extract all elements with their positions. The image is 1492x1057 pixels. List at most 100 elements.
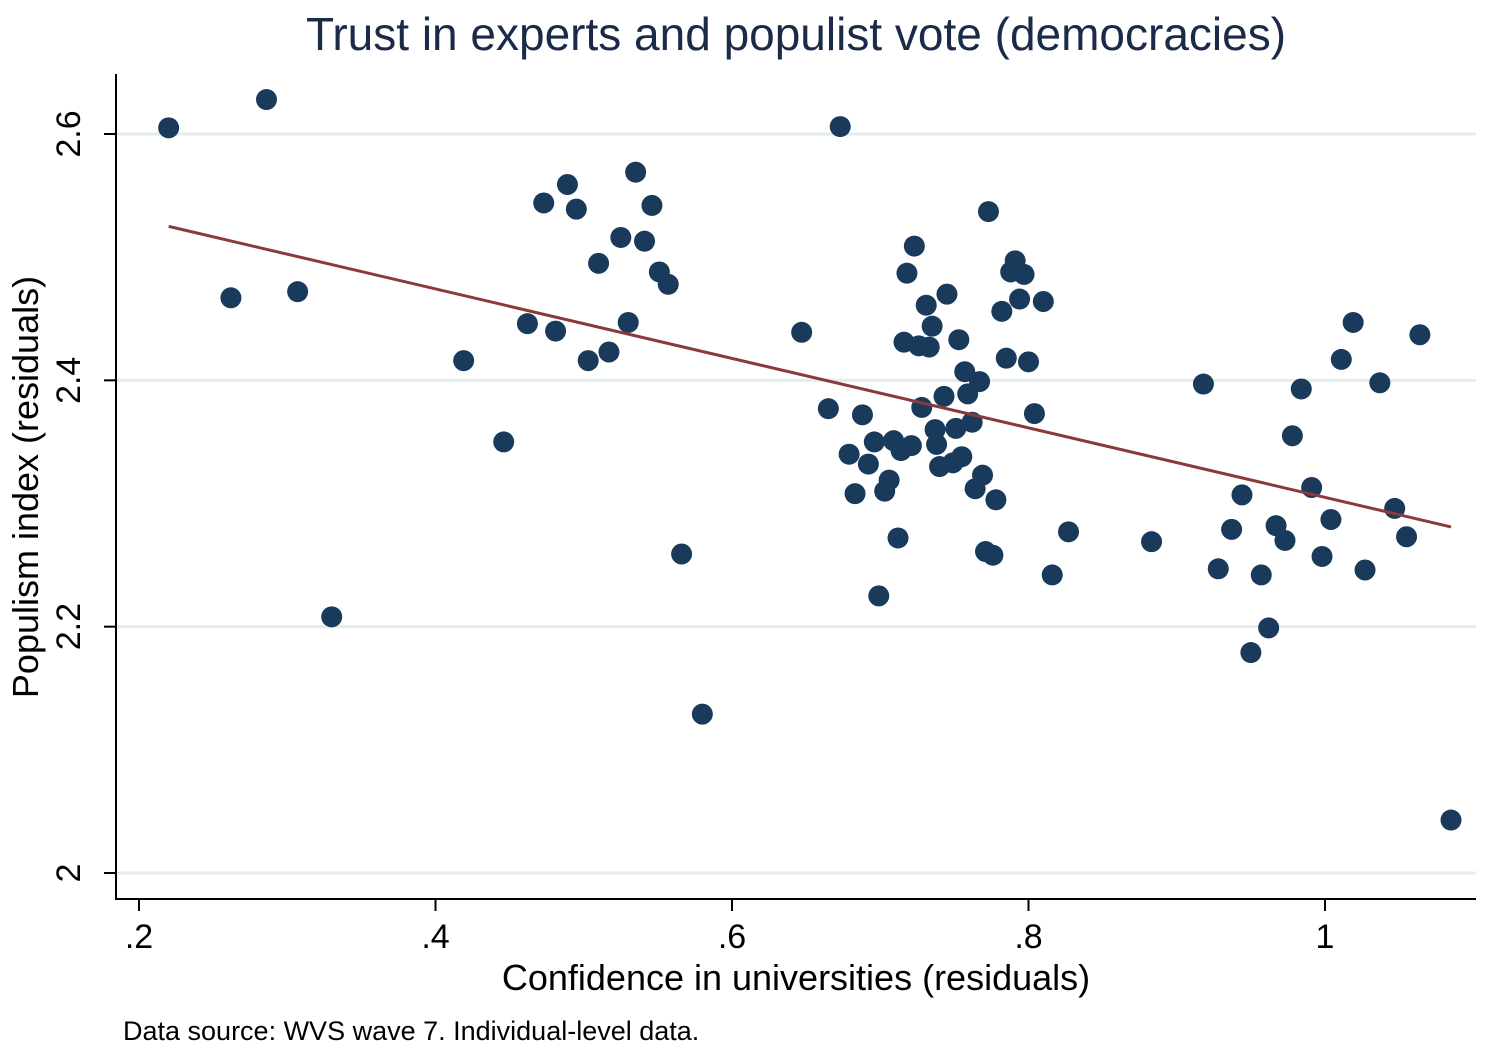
data-point-79 <box>1207 558 1229 580</box>
data-point-84 <box>1258 617 1280 639</box>
chart-title: Trust in experts and populist vote (demo… <box>306 8 1286 60</box>
data-point-77 <box>1141 531 1163 553</box>
data-point-65 <box>985 489 1007 511</box>
data-point-17 <box>625 161 647 183</box>
data-point-93 <box>1342 311 1364 333</box>
data-point-90 <box>1311 545 1333 567</box>
data-point-56 <box>954 361 976 383</box>
data-point-14 <box>598 341 620 363</box>
data-point-50 <box>933 385 955 407</box>
x-tick-label-2: .6 <box>718 918 746 956</box>
data-point-78 <box>1192 373 1214 395</box>
data-point-31 <box>863 431 885 453</box>
data-point-40 <box>900 435 922 457</box>
data-point-25 <box>817 398 839 420</box>
data-point-45 <box>918 336 940 358</box>
axes <box>115 74 1476 900</box>
y-axis-title: Populism index (residuals) <box>5 276 46 698</box>
data-point-95 <box>1369 372 1391 394</box>
data-point-99 <box>1440 809 1462 831</box>
data-point-60 <box>969 371 991 393</box>
data-point-36 <box>887 527 909 549</box>
data-point-1 <box>220 287 242 309</box>
data-point-44 <box>915 294 937 316</box>
data-point-29 <box>851 404 873 426</box>
data-point-19 <box>641 194 663 216</box>
data-point-81 <box>1231 484 1253 506</box>
data-point-97 <box>1396 526 1418 548</box>
data-point-72 <box>1018 351 1039 373</box>
data-point-22 <box>671 543 693 565</box>
data-point-3 <box>287 281 309 303</box>
x-tick-label-0: .2 <box>125 918 153 956</box>
data-point-2 <box>255 89 277 111</box>
data-point-48 <box>926 433 948 455</box>
data-point-75 <box>1041 564 1063 586</box>
data-point-11 <box>565 198 587 220</box>
data-point-67 <box>995 347 1017 369</box>
y-tick-label-0: 2 <box>50 864 88 883</box>
data-point-63 <box>977 201 999 223</box>
data-point-80 <box>1221 518 1243 540</box>
x-tick-label-4: 1 <box>1316 918 1335 956</box>
data-point-54 <box>948 329 970 351</box>
data-point-55 <box>951 446 973 468</box>
data-point-18 <box>634 230 656 252</box>
data-point-87 <box>1281 425 1303 447</box>
data-point-15 <box>610 226 632 248</box>
data-point-23 <box>691 703 713 725</box>
data-point-70 <box>1009 288 1031 310</box>
data-point-64 <box>982 544 1004 566</box>
data-point-71 <box>1013 263 1035 285</box>
data-point-76 <box>1058 521 1080 543</box>
data-point-91 <box>1320 509 1342 531</box>
data-point-12 <box>577 350 599 372</box>
y-axis-ticks: 2 2.2 2.4 2.6 <box>50 110 116 882</box>
data-point-16 <box>617 311 639 333</box>
data-point-73 <box>1023 403 1045 425</box>
data-point-86 <box>1274 529 1296 551</box>
data-point-10 <box>556 173 578 195</box>
x-tick-label-1: .4 <box>421 918 449 956</box>
data-point-27 <box>838 443 860 465</box>
x-axis-ticks: .2 .4 .6 .8 1 <box>125 899 1335 956</box>
data-point-74 <box>1032 291 1054 313</box>
gridlines <box>117 132 1476 875</box>
data-point-46 <box>921 315 943 337</box>
data-point-8 <box>533 192 555 214</box>
data-points <box>158 89 1462 831</box>
y-tick-label-2: 2.4 <box>50 357 88 404</box>
data-point-0 <box>158 117 180 139</box>
data-point-26 <box>829 116 851 138</box>
data-point-30 <box>857 453 879 475</box>
data-point-61 <box>972 464 994 486</box>
y-tick-label-1: 2.2 <box>50 603 88 650</box>
data-point-51 <box>936 283 958 305</box>
data-point-94 <box>1354 559 1376 581</box>
data-point-24 <box>791 321 813 343</box>
data-source-note: Data source: WVS wave 7. Individual-leve… <box>123 1016 699 1046</box>
y-tick-label-3: 2.6 <box>50 110 88 157</box>
data-point-82 <box>1240 642 1262 664</box>
data-point-7 <box>516 313 538 335</box>
data-point-4 <box>321 606 343 628</box>
data-point-66 <box>991 300 1013 322</box>
data-point-32 <box>868 585 890 607</box>
data-point-39 <box>896 262 918 284</box>
data-point-21 <box>657 273 679 295</box>
data-point-92 <box>1330 348 1352 370</box>
data-point-13 <box>588 252 610 274</box>
data-point-9 <box>545 320 567 342</box>
data-point-98 <box>1409 324 1431 346</box>
data-point-5 <box>453 350 475 372</box>
data-point-34 <box>878 469 900 491</box>
fit-line <box>168 224 1452 529</box>
data-point-28 <box>844 483 866 505</box>
data-point-6 <box>493 431 515 453</box>
x-axis-title: Confidence in universities (residuals) <box>502 957 1090 998</box>
data-point-88 <box>1290 378 1312 400</box>
data-point-83 <box>1250 564 1272 586</box>
data-point-41 <box>903 235 925 257</box>
